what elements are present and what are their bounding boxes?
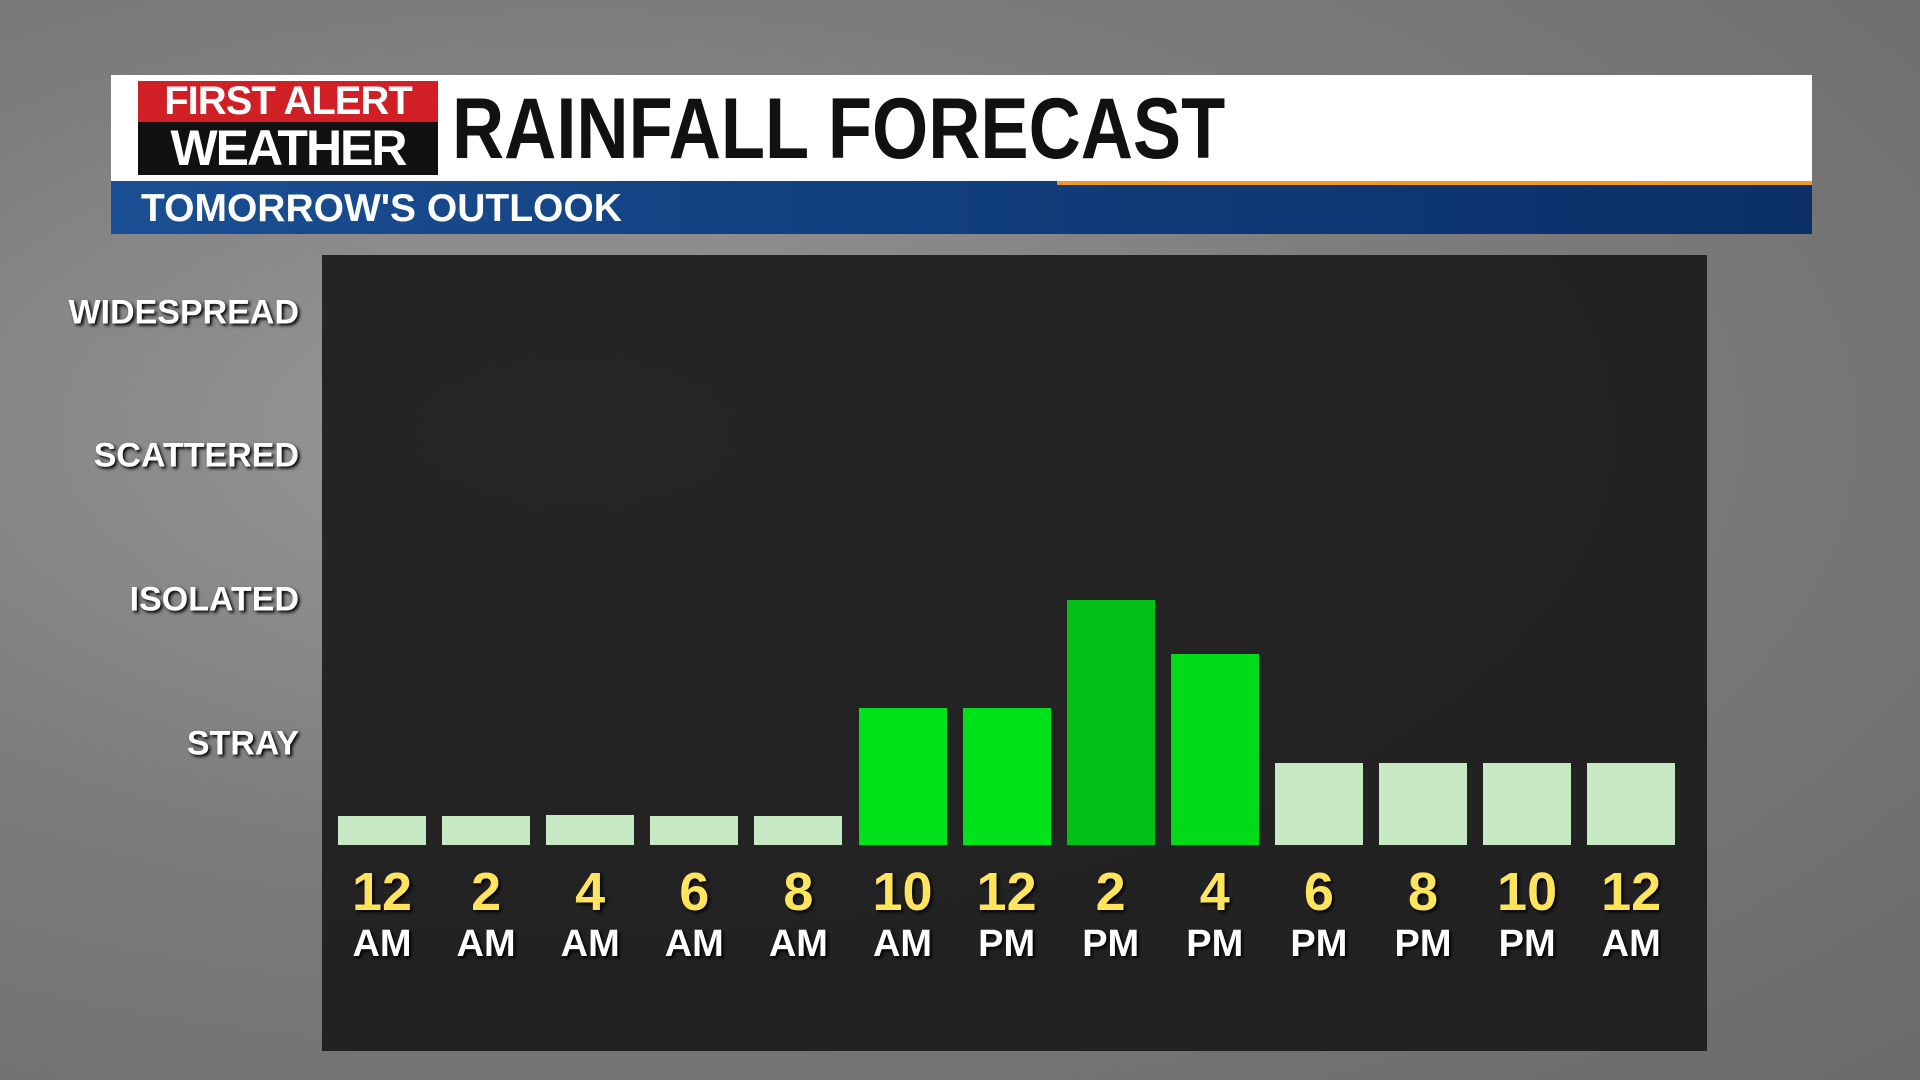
bar xyxy=(858,708,947,845)
logo-top: FIRST ALERT xyxy=(138,81,438,122)
bar xyxy=(1587,762,1676,845)
bar xyxy=(546,814,635,845)
x-tick-label: 8 AM xyxy=(768,862,828,965)
chart-subtitle: TOMORROW'S OUTLOOK xyxy=(141,187,622,230)
y-tick-label: STRAY xyxy=(186,724,299,763)
bar xyxy=(962,708,1051,845)
x-tick-label: 10 PM xyxy=(1497,862,1558,965)
bar xyxy=(1274,762,1363,845)
x-tick-label: 12 AM xyxy=(351,862,413,965)
subtitle-bar xyxy=(111,181,1812,234)
x-tick-label: 2 AM xyxy=(456,862,516,965)
y-tick-label: SCATTERED xyxy=(93,436,299,475)
chart-title: RAINFALL FORECAST xyxy=(452,81,1226,177)
x-tick-label: 4 PM xyxy=(1186,862,1244,965)
logo-bottom: WEATHER xyxy=(138,122,438,175)
plot-panel xyxy=(322,255,1707,1051)
y-tick-label: WIDESPREAD xyxy=(68,293,299,332)
y-tick-label: ISOLATED xyxy=(129,580,299,619)
bar xyxy=(1483,762,1572,845)
x-tick-label: 6 PM xyxy=(1290,862,1348,965)
x-tick-label: 2 PM xyxy=(1082,862,1140,965)
x-tick-label: 10 AM xyxy=(872,862,933,965)
bar xyxy=(1379,762,1467,845)
bar xyxy=(1066,600,1155,845)
x-tick-label: 12 AM xyxy=(1601,862,1662,965)
bar xyxy=(1170,653,1259,845)
x-tick-label: 4 AM xyxy=(560,862,620,965)
x-tick-label: 12 PM xyxy=(976,862,1037,965)
bar xyxy=(442,816,531,845)
bar xyxy=(338,816,426,845)
x-tick-label: 8 PM xyxy=(1394,862,1452,965)
bar xyxy=(754,816,843,845)
bar xyxy=(650,816,739,845)
accent-line xyxy=(1057,181,1812,185)
x-tick-label: 6 AM xyxy=(664,862,724,965)
